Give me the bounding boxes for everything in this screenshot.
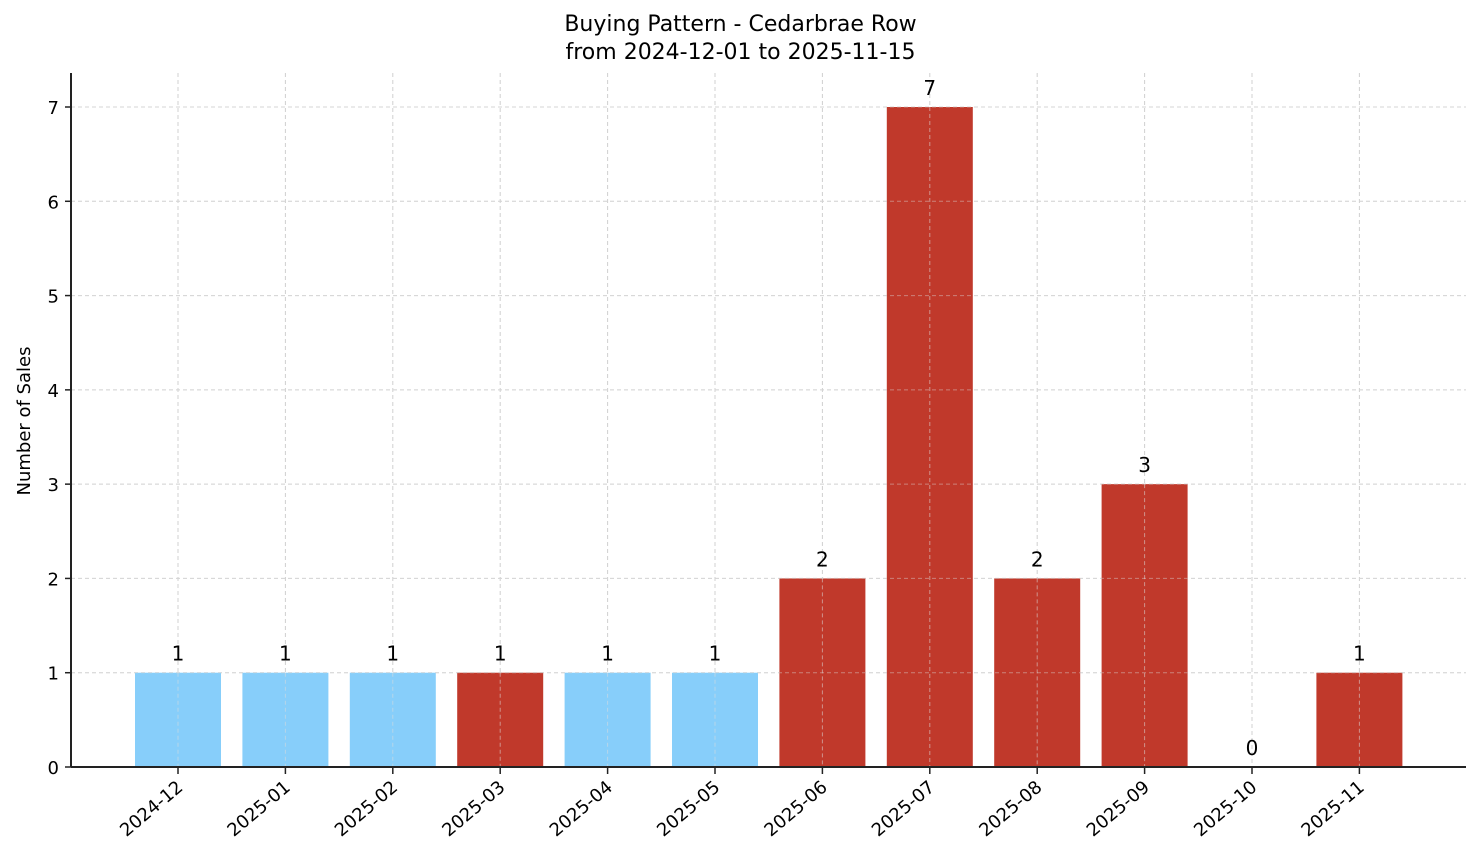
y-tick-label: 2: [48, 569, 59, 590]
data-label: 3: [1138, 453, 1151, 477]
data-label: 1: [709, 642, 722, 666]
x-tick-label: 2025-05: [653, 777, 724, 841]
x-tick-label: 2025-08: [975, 777, 1046, 841]
data-label: 1: [386, 642, 399, 666]
x-tick-label: 2025-09: [1083, 777, 1154, 841]
y-tick-label: 7: [48, 98, 59, 119]
x-tick-label: 2025-04: [546, 777, 617, 841]
data-label: 2: [816, 547, 829, 571]
x-tick-label: 2025-02: [331, 777, 402, 841]
x-tick-label: 2025-06: [760, 777, 831, 841]
data-label: 1: [494, 642, 507, 666]
grid-lines: [71, 73, 1466, 767]
x-tick-label: 2025-01: [223, 777, 294, 841]
data-label: 1: [1353, 642, 1366, 666]
x-tick-label: 2025-10: [1190, 777, 1261, 841]
data-label: 1: [601, 642, 614, 666]
y-tick-label: 3: [48, 475, 59, 496]
x-tick-label: 2024-12: [116, 777, 187, 841]
data-label: 0: [1246, 736, 1259, 760]
data-label: 7: [923, 76, 936, 100]
y-tick-label: 5: [48, 287, 59, 308]
data-label: 1: [172, 642, 185, 666]
y-tick-label: 4: [48, 381, 59, 402]
x-tick-label: 2025-11: [1297, 777, 1368, 841]
x-tick-label: 2025-07: [868, 777, 939, 841]
y-tick-label: 0: [48, 758, 59, 779]
x-tick-label: 2025-03: [438, 777, 509, 841]
y-axis-label: Number of Sales: [14, 346, 35, 495]
data-label: 1: [279, 642, 292, 666]
data-label: 2: [1031, 547, 1044, 571]
y-tick-label: 6: [48, 192, 59, 213]
chart-title: Buying Pattern - Cedarbrae Row: [564, 12, 917, 37]
bars: [71, 106, 1466, 767]
chart-subtitle: from 2024-12-01 to 2025-11-15: [565, 40, 916, 65]
y-tick-label: 1: [48, 664, 59, 685]
